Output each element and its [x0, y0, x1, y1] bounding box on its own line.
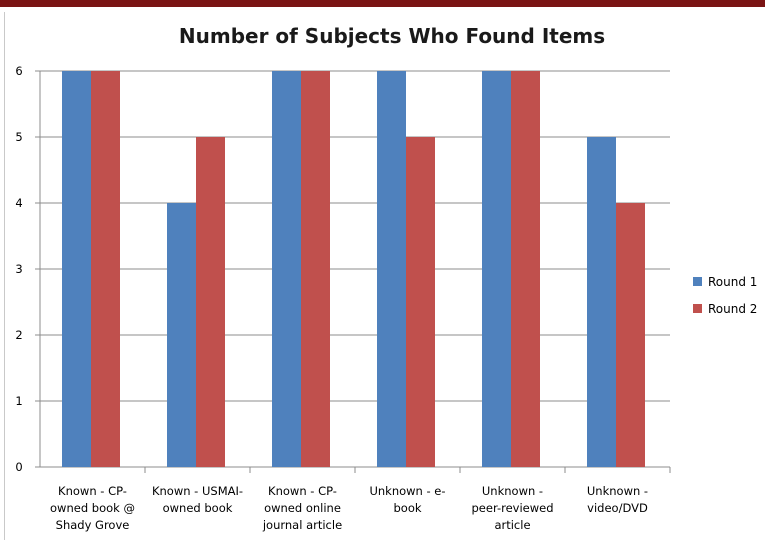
x-category-label: peer-reviewed: [472, 501, 554, 515]
chart-title: Number of Subjects Who Found Items: [179, 24, 605, 48]
top-border-bar: [0, 0, 765, 7]
y-tick-label: 0: [15, 460, 22, 474]
legend-label: Round 2: [708, 302, 757, 316]
bar-round-1: [272, 71, 301, 467]
bar-round-2: [511, 71, 540, 467]
bar-round-2: [196, 137, 225, 467]
bar-round-1: [377, 71, 406, 467]
x-category-label: Known - USMAI-: [152, 484, 243, 498]
x-category-label: article: [494, 518, 530, 532]
bar-round-1: [482, 71, 511, 467]
x-category-label: owned book @: [50, 501, 135, 515]
x-category-label: video/DVD: [587, 501, 648, 515]
x-category-label: book: [393, 501, 421, 515]
bar-round-2: [91, 71, 120, 467]
x-category-label: owned online: [264, 501, 341, 515]
x-category-label: Shady Grove: [56, 518, 130, 532]
x-category-label: Known - CP-: [268, 484, 337, 498]
legend: Round 1 Round 2: [693, 275, 757, 316]
axes: 0 1 2 3 4 5 6: [15, 64, 671, 474]
legend-swatch: [693, 277, 702, 286]
x-category-label: owned book: [163, 501, 233, 515]
y-tick-label: 3: [15, 262, 22, 276]
legend-swatch: [693, 304, 702, 313]
y-tick-label: 1: [15, 394, 22, 408]
category-labels: Known - CP-owned book @ Shady Grove Known …: [50, 484, 648, 532]
bar-round-2: [406, 137, 435, 467]
bar-round-1: [167, 203, 196, 467]
y-tick-label: 5: [15, 130, 22, 144]
x-category-label: Unknown - e-: [369, 484, 445, 498]
left-border-line: [4, 12, 5, 540]
grid-lines: [40, 70, 670, 402]
y-tick-label: 4: [15, 196, 22, 210]
x-category-label: Unknown -: [482, 484, 543, 498]
bar-round-1: [587, 137, 616, 467]
bar-round-2: [616, 203, 645, 467]
y-tick-label: 2: [15, 328, 22, 342]
x-category-label: Unknown -: [587, 484, 648, 498]
bars: [62, 71, 645, 467]
x-category-label: journal article: [262, 518, 342, 532]
y-tick-label: 6: [15, 64, 22, 78]
legend-label: Round 1: [708, 275, 757, 289]
bar-round-1: [62, 71, 91, 467]
bar-round-2: [301, 71, 330, 467]
x-category-label: Known - CP-: [58, 484, 127, 498]
